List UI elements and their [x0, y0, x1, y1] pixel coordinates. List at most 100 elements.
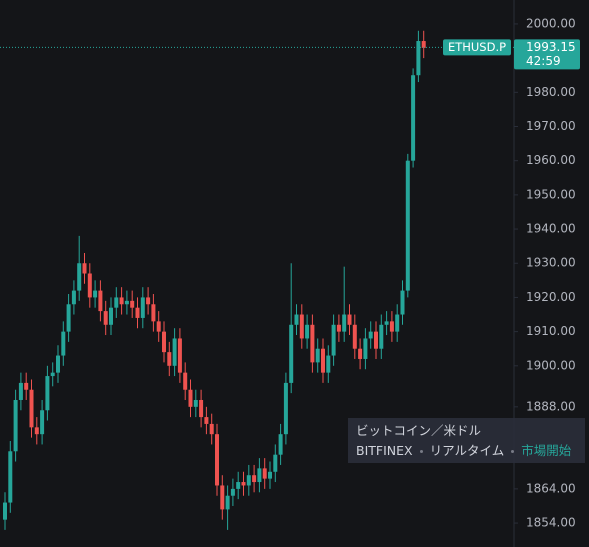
candle-body	[331, 324, 336, 356]
market-status: 市場開始	[521, 443, 572, 458]
candle-body	[45, 376, 50, 411]
y-tick-label: 2000.00	[526, 16, 576, 30]
y-tick-label: 1980.00	[526, 85, 576, 99]
candle-body	[246, 475, 251, 486]
symbol-info: ビットコイン／米ドル BITFINEX リアルタイム 市場開始	[348, 418, 585, 463]
candle-body	[363, 338, 368, 359]
candle-body	[405, 160, 410, 291]
candle-body	[77, 263, 82, 291]
price-tag-bg	[514, 39, 580, 70]
candle-body	[241, 482, 246, 486]
candle-body	[230, 488, 235, 496]
candle-body	[305, 324, 310, 339]
candle-body	[389, 321, 394, 332]
y-tick-label: 1970.00	[526, 119, 576, 133]
y-tick-label: 1930.00	[526, 256, 576, 270]
candle-body	[140, 297, 145, 318]
candle-body	[87, 273, 92, 298]
candle-body	[18, 382, 23, 400]
candle-body	[225, 495, 230, 510]
candle-body	[172, 338, 177, 366]
candle-body	[299, 314, 304, 339]
candle-body	[98, 290, 103, 312]
candle-body	[188, 389, 193, 407]
candle-body	[151, 304, 156, 322]
y-tick-label: 1888.00	[526, 399, 576, 413]
price-tag: 1993.15	[526, 40, 576, 54]
feed: リアルタイム	[429, 443, 505, 458]
candle-body	[416, 41, 421, 76]
symbol-tag-bg	[443, 39, 511, 56]
y-tick-label: 1950.00	[526, 187, 576, 201]
candle-body	[124, 300, 129, 305]
separator	[511, 450, 515, 453]
candle-body	[135, 307, 140, 318]
candle-body	[24, 382, 29, 390]
separator	[419, 450, 423, 453]
y-tick-label: 1920.00	[526, 290, 576, 304]
candle-body	[119, 297, 124, 305]
candle-body	[204, 417, 209, 424]
candle-body	[262, 468, 267, 479]
symbol-tag: ETHUSD.P	[448, 40, 506, 54]
candle-body	[342, 314, 347, 332]
candle-body	[294, 314, 299, 325]
candle-body	[321, 348, 325, 373]
info-title: ビットコイン／米ドル	[356, 423, 482, 438]
candle-body	[40, 410, 45, 435]
candle-body	[252, 475, 257, 483]
y-tick-label: 1864.00	[526, 481, 576, 495]
candle-body	[61, 331, 66, 356]
candle-body	[289, 324, 294, 383]
y-tick-label: 1960.00	[526, 153, 576, 167]
candle-body	[93, 290, 98, 298]
candle-body	[310, 324, 315, 363]
countdown: 42:59	[526, 54, 561, 68]
candle-body	[167, 352, 172, 366]
candle-body	[411, 75, 416, 161]
candle-body	[66, 304, 71, 332]
candle-body	[50, 372, 55, 377]
candle-body	[109, 307, 113, 325]
candle-body	[162, 331, 166, 353]
candle-body	[29, 389, 34, 428]
candle-body	[315, 348, 320, 363]
candle-body	[209, 423, 214, 435]
candle-body	[13, 399, 18, 452]
y-tick-label: 1900.00	[526, 358, 576, 372]
candle-body	[368, 331, 373, 339]
candle-body	[130, 300, 135, 308]
y-tick-label: 1940.00	[526, 222, 576, 236]
candle-body	[278, 434, 283, 455]
candle-body	[400, 290, 405, 315]
candle-body	[395, 314, 400, 332]
candle-body	[156, 321, 161, 332]
candle-body	[8, 451, 13, 503]
candle-body	[193, 399, 198, 407]
candle-body	[177, 338, 182, 373]
candle-body	[215, 434, 219, 486]
candle-body	[103, 311, 108, 325]
candle-body	[257, 468, 262, 483]
candle-body	[421, 41, 426, 48]
exchange: BITFINEX	[356, 443, 413, 458]
candle-body	[199, 399, 204, 418]
candle-body	[183, 372, 188, 390]
info-line: BITFINEX リアルタイム 市場開始	[356, 441, 577, 461]
candle-body	[71, 290, 76, 305]
candle-body	[220, 485, 225, 510]
candle-body	[336, 324, 341, 332]
y-tick-label: 1854.00	[526, 516, 576, 530]
candle-body	[268, 471, 272, 479]
candle-body	[347, 314, 352, 325]
candle-body	[56, 355, 60, 373]
candle-body	[352, 324, 357, 349]
candle-body	[384, 321, 389, 325]
candle-body	[379, 324, 384, 349]
candle-body	[358, 348, 363, 359]
candle-body	[82, 263, 87, 274]
candle-body	[283, 382, 288, 435]
candle-body	[326, 355, 331, 373]
